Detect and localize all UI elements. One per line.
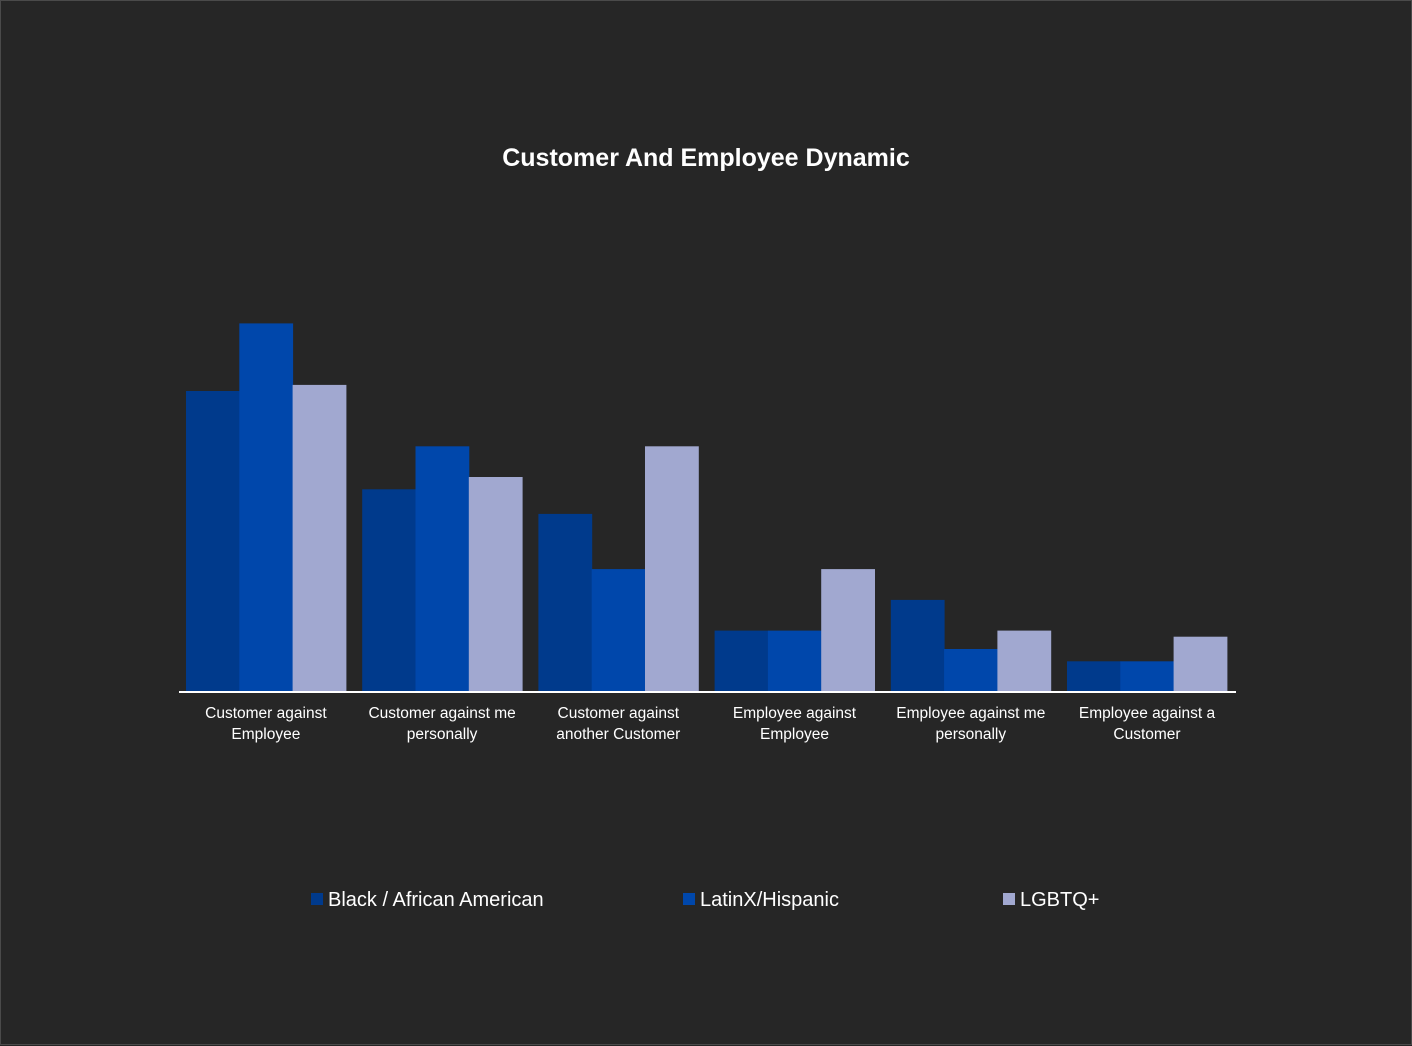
legend: Black / African American LatinX/Hispanic L… [311, 889, 1099, 911]
bar-3-5 [997, 630, 1052, 692]
category-label-4-line-2: Employee [760, 726, 829, 743]
bars-group [186, 323, 1228, 692]
bar-1-1 [186, 391, 240, 692]
bar-2-2 [415, 446, 470, 692]
category-label-6-line-2: Customer [1113, 726, 1180, 743]
legend-label-2: LatinX/Hispanic [700, 889, 839, 911]
category-label-4-line-1: Employee against [733, 705, 857, 722]
legend-label-1: Black / African American [328, 889, 544, 911]
bar-1-4 [714, 630, 769, 692]
bar-3-4 [821, 569, 875, 692]
bar-3-1 [292, 384, 347, 692]
legend-swatch-3 [1003, 893, 1015, 905]
category-label-2-line-2: personally [407, 726, 478, 743]
bar-2-5 [944, 649, 998, 692]
bar-2-4 [767, 630, 822, 692]
chart-title: Customer And Employee Dynamic [502, 144, 910, 172]
category-labels: Customer against Employee Customer against… [205, 705, 1215, 743]
bar-1-6 [1067, 661, 1121, 692]
legend-swatch-2 [683, 893, 695, 905]
bar-3-6 [1173, 636, 1228, 692]
category-label-3-line-2: another Customer [556, 726, 680, 743]
legend-label-3: LGBTQ+ [1020, 889, 1099, 911]
bar-1-3 [538, 513, 593, 692]
category-label-2-line-1: Customer against me [368, 705, 515, 722]
bar-1-5 [890, 599, 945, 692]
category-label-6-line-1: Employee against a [1079, 705, 1216, 722]
category-label-5-line-1: Employee against me [896, 705, 1045, 722]
bar-3-2 [468, 477, 523, 692]
bar-3-3 [645, 446, 699, 692]
category-label-1-line-1: Customer against [205, 705, 327, 722]
bar-2-1 [239, 323, 294, 692]
category-label-3-line-1: Customer against [558, 705, 680, 722]
bar-2-3 [591, 569, 646, 692]
category-label-5-line-2: personally [935, 726, 1006, 743]
bar-1-2 [362, 489, 416, 692]
category-label-1-line-2: Employee [231, 726, 300, 743]
bar-2-6 [1120, 661, 1175, 692]
legend-swatch-1 [311, 893, 323, 905]
